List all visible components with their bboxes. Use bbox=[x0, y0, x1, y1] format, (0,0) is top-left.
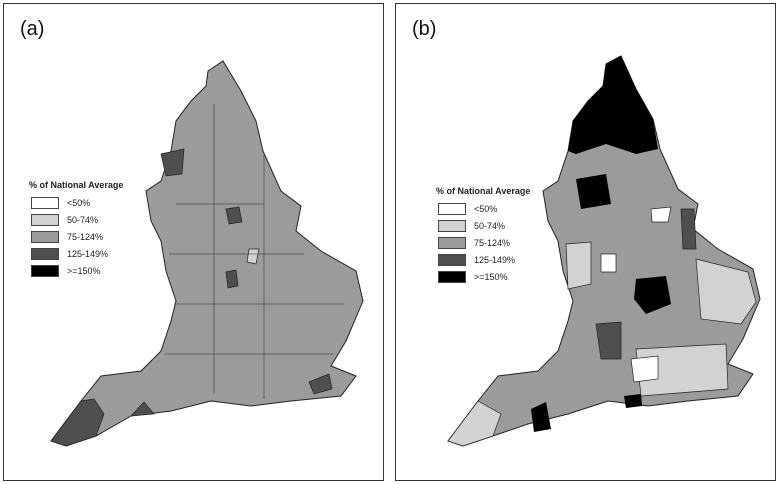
region-lincs bbox=[246, 248, 260, 265]
region-white-1 bbox=[650, 206, 672, 223]
panel-label: (b) bbox=[412, 18, 437, 40]
legend-label: >=150% bbox=[67, 265, 101, 276]
internal-boundaries bbox=[164, 104, 344, 399]
region-surrey bbox=[630, 355, 659, 383]
legend-item: 125-149% bbox=[29, 245, 123, 262]
region-lincs bbox=[680, 208, 697, 250]
legend: % of National Average <50% 50-74% 75-124… bbox=[436, 186, 530, 285]
legend-swatch bbox=[438, 219, 466, 232]
legend-item: 50-74% bbox=[29, 211, 123, 228]
legend-item: 125-149% bbox=[436, 251, 530, 268]
england-map-a bbox=[50, 60, 364, 447]
region-kent bbox=[308, 373, 333, 395]
region-north-east bbox=[568, 56, 658, 154]
legend-label: 50-74% bbox=[474, 220, 506, 231]
legend-item: >=150% bbox=[29, 262, 123, 279]
legend-swatch bbox=[438, 236, 466, 249]
legend-item: <50% bbox=[29, 194, 123, 211]
region-cornwall bbox=[447, 400, 502, 447]
region-yorkshire-black bbox=[576, 174, 611, 209]
region-devon bbox=[130, 401, 155, 417]
legend-label: 75-124% bbox=[67, 231, 104, 242]
legend-swatch bbox=[31, 247, 59, 260]
legend-item: <50% bbox=[436, 200, 530, 217]
region-cornwall bbox=[50, 398, 105, 447]
legend-swatch bbox=[438, 270, 466, 283]
region-midlands bbox=[225, 269, 239, 289]
map-panel-b: (b) % of National Average <50% 50-74% 75… bbox=[395, 3, 776, 481]
legend-swatch bbox=[31, 213, 59, 226]
region-cumbria bbox=[160, 148, 185, 177]
legend-swatch bbox=[31, 196, 59, 209]
legend-label: 75-124% bbox=[474, 237, 511, 248]
legend-swatch bbox=[438, 253, 466, 266]
legend-swatch bbox=[31, 230, 59, 243]
region-east-anglia bbox=[695, 258, 757, 325]
legend-label: 50-74% bbox=[67, 214, 99, 225]
england-map-b bbox=[447, 55, 761, 447]
legend-label: 125-149% bbox=[474, 254, 516, 265]
legend-label: <50% bbox=[67, 197, 91, 208]
legend-swatch bbox=[438, 202, 466, 215]
legend-item: >=150% bbox=[436, 268, 530, 285]
region-devon-black bbox=[531, 402, 551, 432]
legend-label: 125-149% bbox=[67, 248, 109, 259]
legend-swatch bbox=[31, 264, 59, 277]
region-wales-border bbox=[565, 241, 592, 290]
panel-label: (a) bbox=[20, 18, 45, 40]
legend: % of National Average <50% 50-74% 75-124… bbox=[29, 180, 123, 279]
region-isle-of-wight bbox=[624, 394, 642, 408]
legend-item: 50-74% bbox=[436, 217, 530, 234]
region-midlands-black bbox=[634, 276, 671, 314]
legend-label: <50% bbox=[474, 203, 498, 214]
region-yorkshire bbox=[225, 206, 243, 225]
legend-item: 75-124% bbox=[29, 228, 123, 245]
map-panel-a: (a) % of National Average <50% 50-74% 75… bbox=[3, 3, 384, 481]
legend-label: >=150% bbox=[474, 271, 508, 282]
legend-item: 75-124% bbox=[436, 234, 530, 251]
legend-title: % of National Average bbox=[436, 186, 531, 196]
region-west bbox=[595, 321, 622, 360]
legend-title: % of National Average bbox=[29, 180, 124, 190]
region-white-2 bbox=[600, 253, 617, 273]
